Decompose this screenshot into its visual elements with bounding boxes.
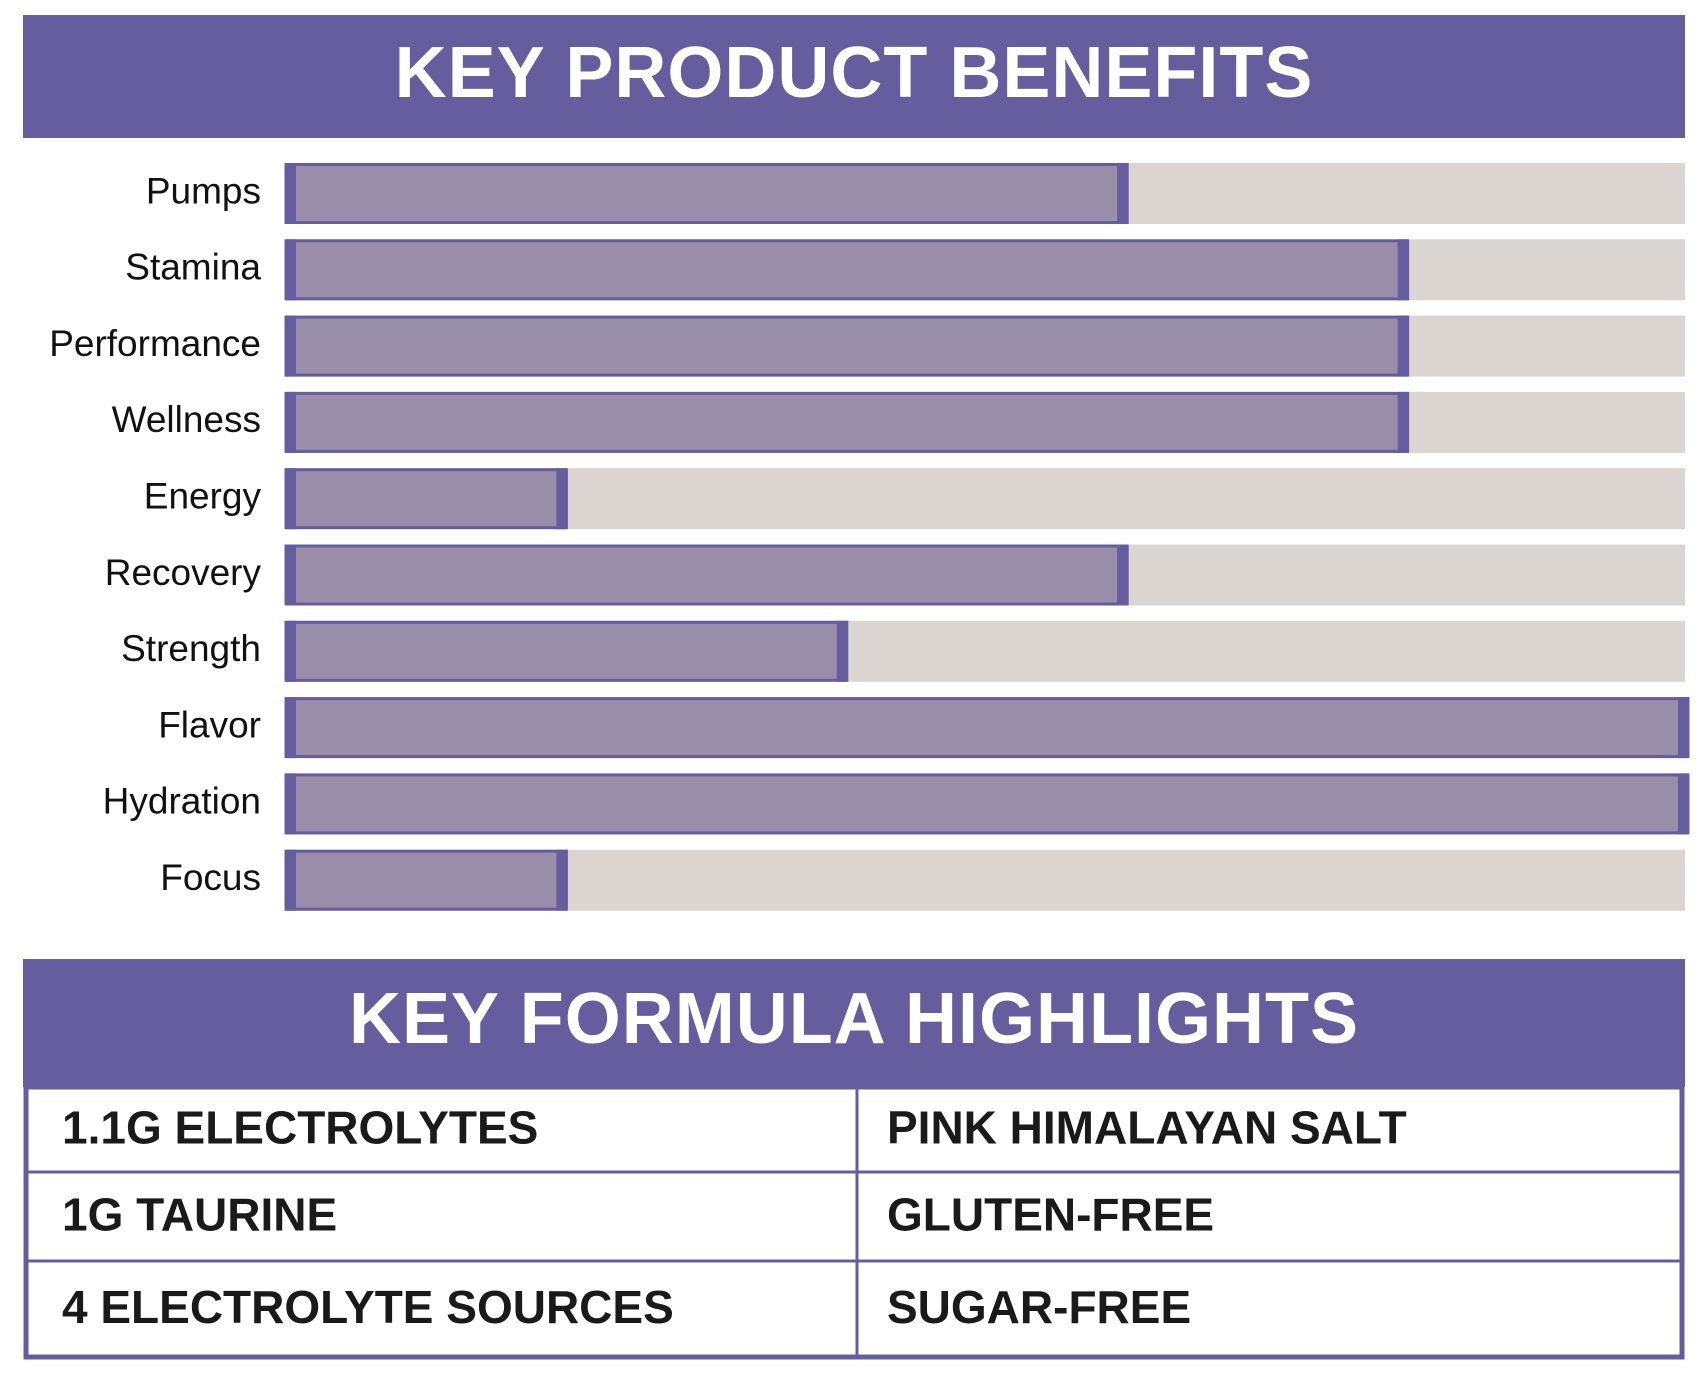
formula-item: PINK HIMALAYAN SALT	[887, 1102, 1407, 1154]
category-label: Stamina	[125, 247, 261, 288]
bar	[284, 849, 568, 911]
formula-item: 1.1G ELECTROLYTES	[62, 1102, 538, 1154]
title-banner	[23, 15, 1685, 138]
bar	[284, 620, 849, 682]
category-label: Hydration	[103, 781, 261, 822]
category-label: Energy	[144, 475, 262, 516]
formula-table	[23, 1084, 1685, 1360]
bar-end-cap	[1678, 773, 1688, 835]
bar-end-cap	[1117, 544, 1128, 606]
category-label: Focus	[160, 857, 261, 898]
bar-end-cap	[1678, 697, 1688, 759]
bar-end-cap	[1397, 239, 1408, 301]
chart-title: KEY PRODUCT BENEFITS	[395, 33, 1314, 113]
category-label: Strength	[121, 628, 261, 669]
formula-item: SUGAR-FREE	[887, 1281, 1191, 1333]
bar-start-cap	[286, 773, 296, 835]
bar	[284, 315, 1410, 377]
bar-end-cap	[556, 468, 567, 530]
bar-end-cap	[1397, 391, 1408, 453]
category-label: Recovery	[105, 552, 262, 593]
bar-start-cap	[286, 391, 296, 453]
bar	[284, 163, 1129, 224]
formula-item: GLUTEN-FREE	[887, 1189, 1214, 1241]
bar-start-cap	[286, 239, 296, 301]
bar-start-cap	[286, 620, 296, 682]
formula-item: 4 ELECTROLYTE SOURCES	[62, 1281, 674, 1333]
bar-start-cap	[286, 163, 296, 224]
bar-start-cap	[286, 468, 296, 530]
bar	[284, 239, 1410, 301]
bar-end-cap	[1397, 315, 1408, 377]
formula-title: KEY FORMULA HIGHLIGHTS	[349, 979, 1359, 1059]
bar	[284, 391, 1410, 453]
bar-end-cap	[836, 620, 847, 682]
bar-start-cap	[286, 544, 296, 606]
bar-end-cap	[1117, 163, 1128, 224]
category-label: Wellness	[112, 399, 261, 440]
category-label: Pumps	[146, 170, 261, 211]
bar-start-cap	[286, 849, 296, 911]
category-label: Flavor	[158, 704, 261, 745]
bar-start-cap	[286, 697, 296, 759]
bar-start-cap	[286, 315, 296, 377]
bar-end-cap	[556, 849, 567, 911]
formula-item: 1G TAURINE	[62, 1189, 337, 1241]
bar	[284, 544, 1129, 606]
formula-banner	[23, 959, 1685, 1087]
category-label: Performance	[49, 323, 261, 364]
bar	[284, 773, 1690, 835]
bar	[284, 468, 568, 530]
bar	[284, 697, 1690, 759]
